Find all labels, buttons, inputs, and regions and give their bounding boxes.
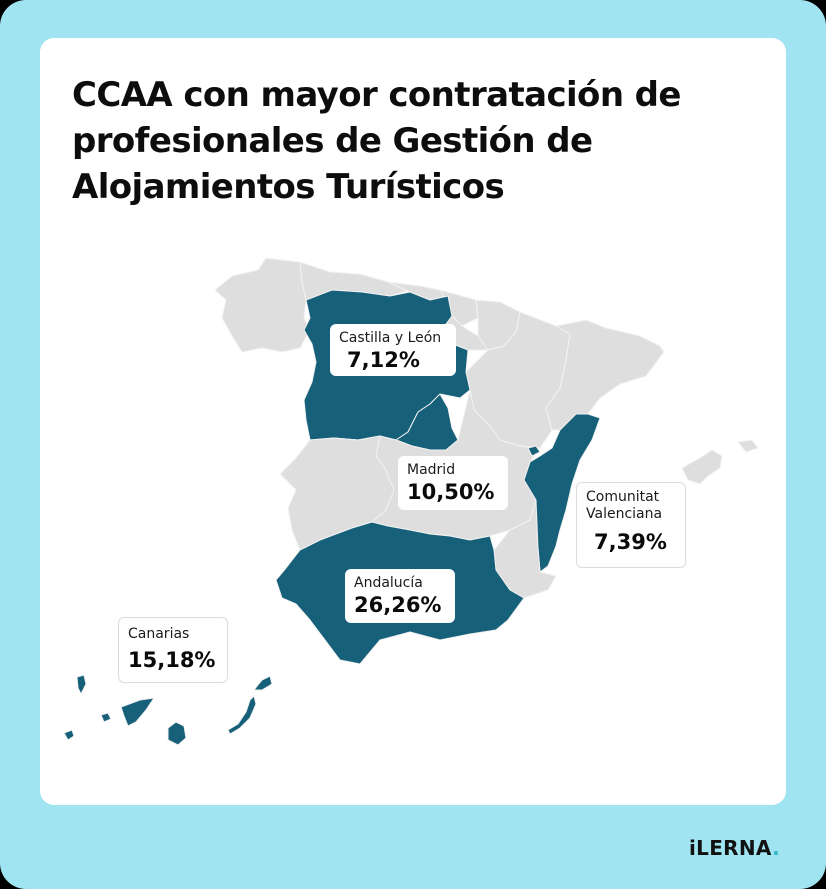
region-canarias-tenerife [120,697,155,727]
region-value: 15,18% [128,648,216,672]
region-canarias-la-gomera [100,712,112,723]
ilerna-logo: iLERNA. [689,836,780,860]
region-name-line-1: Comunitat [586,489,660,505]
label-comunitat-valenciana: Comunitat Valenciana 7,39% [576,482,686,568]
logo-dot: . [772,836,780,860]
label-canarias: Canarias 15,18% [118,617,228,683]
logo-text: iLERNA [689,836,773,860]
region-cataluna [545,319,665,431]
region-name: Castilla y León [339,330,442,346]
region-canarias-gran-canaria [167,721,187,746]
region-canarias-lanzarote [253,675,273,691]
region-value: 7,39% [594,530,667,554]
page-title: CCAA con mayor contratación de profesion… [72,75,681,207]
region-value: 10,50% [407,480,495,504]
region-baleares-menorca [737,439,759,453]
region-canarias-fuerteventura [227,695,257,735]
region-name-line-2: Valenciana [586,506,663,522]
label-madrid: Madrid 10,50% [398,456,508,510]
region-comunitat-valenciana [523,413,601,573]
region-name: Canarias [128,626,190,642]
label-castilla-y-leon: Castilla y León 7,12% [330,324,456,376]
region-value: 26,26% [354,593,442,617]
region-value: 7,12% [347,348,420,372]
region-canarias-la-palma [76,674,87,695]
region-enclave [527,445,541,457]
region-baleares-mallorca [681,449,723,485]
region-name: Andalucía [354,575,423,591]
region-name: Madrid [407,462,456,478]
region-galicia [214,257,311,353]
label-andalucia: Andalucía 26,26% [345,569,455,623]
region-canarias-el-hierro [63,729,75,741]
